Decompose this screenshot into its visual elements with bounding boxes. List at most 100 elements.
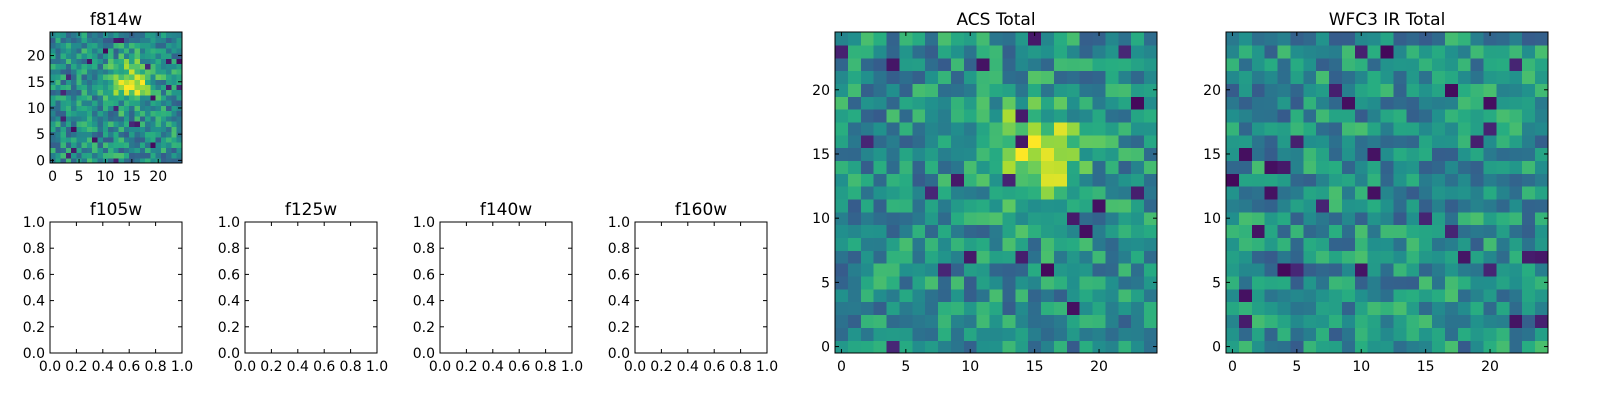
heatmap-cell bbox=[950, 160, 965, 174]
heatmap-cell bbox=[1483, 186, 1498, 200]
heatmap-cell bbox=[976, 301, 991, 316]
heatmap-cell bbox=[1432, 83, 1446, 97]
heatmap-cell bbox=[102, 115, 109, 122]
heatmap-cell bbox=[1496, 327, 1510, 341]
heatmap-cell bbox=[950, 250, 965, 264]
heatmap-cell bbox=[1380, 32, 1395, 46]
heatmap-cell bbox=[1316, 263, 1330, 277]
heatmap-cell bbox=[171, 79, 178, 85]
heatmap-cell bbox=[912, 340, 926, 354]
heatmap-cell bbox=[50, 68, 56, 75]
heatmap-cell bbox=[1238, 186, 1253, 200]
heatmap-cell bbox=[1303, 147, 1317, 161]
heatmap-cell bbox=[1432, 121, 1446, 136]
heatmap-cell bbox=[925, 263, 939, 277]
heatmap-cell bbox=[1341, 109, 1356, 123]
heatmap-cell bbox=[1251, 32, 1266, 46]
heatmap-cell bbox=[1290, 121, 1304, 136]
heatmap-cell bbox=[1290, 237, 1304, 251]
heatmap-cell bbox=[1341, 263, 1356, 277]
heatmap-cell bbox=[1264, 211, 1279, 226]
heatmap-cell bbox=[835, 44, 849, 59]
heatmap-cell bbox=[1303, 173, 1317, 187]
heatmap-cell bbox=[860, 314, 875, 328]
x-tick-label: 0 bbox=[48, 169, 57, 185]
heatmap-cell bbox=[1316, 44, 1330, 59]
heatmap-cell bbox=[1496, 96, 1510, 110]
heatmap-cell bbox=[1290, 263, 1304, 277]
heatmap-cell bbox=[1444, 96, 1459, 110]
heatmap-cell bbox=[1238, 44, 1253, 59]
x-tick-label: 0.4 bbox=[287, 359, 309, 375]
heatmap-cell bbox=[76, 42, 83, 49]
heatmap-cell bbox=[1015, 83, 1029, 97]
heatmap-cell bbox=[1341, 121, 1356, 136]
heatmap-cell bbox=[102, 121, 109, 127]
heatmap-cell bbox=[1367, 44, 1382, 59]
heatmap-cell bbox=[1028, 57, 1042, 72]
heatmap-cell bbox=[1118, 263, 1132, 277]
heatmap-cell bbox=[938, 32, 952, 46]
heatmap-cell bbox=[139, 89, 146, 96]
heatmap-cell bbox=[145, 63, 151, 70]
x-tick-label: 10 bbox=[1352, 359, 1370, 375]
heatmap-cell bbox=[113, 32, 120, 38]
heatmap-cell bbox=[1226, 109, 1240, 123]
heatmap-cell bbox=[1380, 160, 1395, 174]
heatmap-cell bbox=[1053, 70, 1068, 84]
heatmap-cell bbox=[1496, 198, 1510, 213]
heatmap-cell bbox=[1226, 250, 1240, 264]
heatmap-cell bbox=[1470, 83, 1485, 97]
heatmap-cell bbox=[886, 314, 900, 328]
heatmap-cell bbox=[92, 115, 99, 122]
heatmap-cell bbox=[139, 157, 146, 164]
heatmap-cell bbox=[1341, 96, 1356, 110]
heatmap-cell bbox=[1144, 186, 1158, 200]
heatmap-cell bbox=[873, 173, 888, 187]
heatmap-cell bbox=[1406, 121, 1420, 136]
heatmap-cell bbox=[847, 250, 862, 264]
heatmap-cell bbox=[129, 100, 136, 106]
heatmap-cell bbox=[166, 152, 173, 159]
heatmap-cell bbox=[1066, 147, 1081, 161]
heatmap-cell bbox=[1303, 96, 1317, 110]
heatmap-cell bbox=[113, 110, 120, 117]
heatmap-cell bbox=[118, 52, 125, 59]
heatmap-cell bbox=[1406, 160, 1420, 174]
heatmap-cell bbox=[1118, 288, 1132, 303]
heatmap-cell bbox=[166, 73, 173, 80]
heatmap-cell bbox=[65, 94, 72, 101]
heatmap-cell bbox=[134, 47, 141, 54]
heatmap-cell bbox=[145, 100, 151, 106]
heatmap-cell bbox=[1535, 250, 1549, 264]
heatmap-cell bbox=[60, 89, 67, 96]
heatmap-cell bbox=[81, 105, 88, 112]
heatmap-cell bbox=[1496, 301, 1510, 316]
heatmap-cell bbox=[160, 105, 167, 112]
heatmap-cell bbox=[1277, 121, 1291, 136]
heatmap-cell bbox=[950, 109, 965, 123]
heatmap-cell bbox=[925, 147, 939, 161]
heatmap-cell bbox=[1496, 173, 1510, 187]
heatmap-cell bbox=[1522, 340, 1536, 354]
heatmap-cell bbox=[1053, 121, 1068, 136]
y-tick-label: 0.0 bbox=[218, 346, 240, 362]
heatmap-cell bbox=[60, 110, 67, 117]
heatmap-cell bbox=[81, 58, 88, 65]
heatmap-cell bbox=[150, 157, 157, 164]
heatmap-cell bbox=[1002, 224, 1016, 239]
heatmap-cell bbox=[76, 47, 83, 54]
heatmap-cell bbox=[1144, 147, 1158, 161]
heatmap-cell bbox=[1303, 224, 1317, 239]
heatmap-cell bbox=[1444, 198, 1459, 213]
heatmap-cell bbox=[835, 173, 849, 187]
heatmap-cell bbox=[1406, 314, 1420, 328]
heatmap-cell bbox=[1079, 134, 1094, 149]
heatmap-cell bbox=[925, 224, 939, 239]
heatmap-cell bbox=[1522, 314, 1536, 328]
heatmap-cell bbox=[1367, 32, 1382, 46]
heatmap-cell bbox=[938, 147, 952, 161]
heatmap-cell bbox=[1277, 96, 1291, 110]
heatmap-cell bbox=[71, 58, 77, 65]
heatmap-cell bbox=[1144, 83, 1158, 97]
